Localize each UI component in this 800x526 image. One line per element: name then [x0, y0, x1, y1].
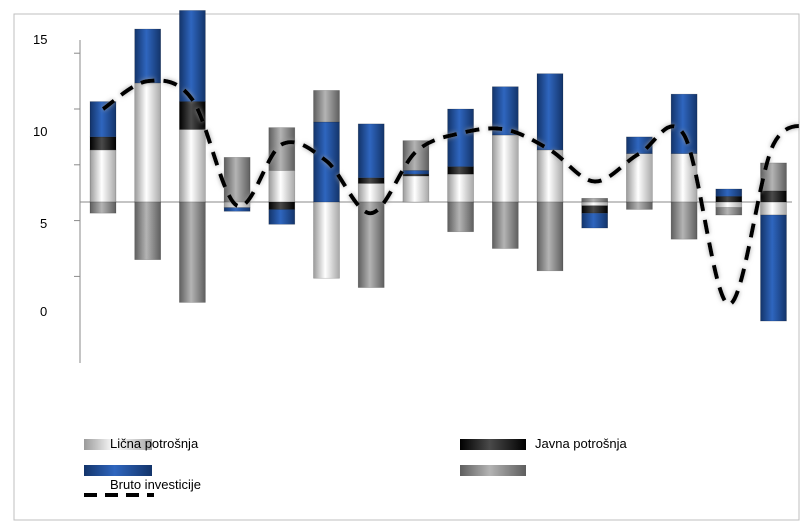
y-tick-label: 0: [40, 304, 47, 319]
bar-neto-izvoz-9: [447, 201, 474, 233]
bar-bruto-investicije-9: [447, 108, 474, 167]
bar-li-na-potro-nja-1: [89, 149, 117, 203]
bar-javna-potro-nja-15: [715, 196, 743, 203]
legend: Lična potrošnja Javna potrošnja Bruto in…: [84, 436, 628, 497]
bar-li-na-potro-nja-10: [491, 134, 519, 203]
bar-neto-izvoz-6: [313, 90, 340, 123]
bar-neto-izvoz-12: [581, 197, 609, 203]
bar-bruto-investicije-13: [626, 136, 653, 154]
bar-javna-potro-nja-9: [447, 166, 474, 175]
y-tick-label: 15: [33, 32, 47, 47]
bar-li-na-potro-nja-8: [402, 175, 430, 203]
chart-frame: [13, 13, 800, 521]
bar-neto-izvoz-14: [670, 201, 698, 240]
bar-bruto-investicije-2: [134, 28, 161, 84]
bar-bruto-investicije-14: [670, 93, 698, 154]
bar-neto-izvoz-3: [179, 201, 206, 303]
bar-li-na-potro-nja-2: [134, 82, 161, 203]
bar-li-na-potro-nja-12: [581, 201, 609, 207]
line-series-bdp: [101, 78, 800, 307]
bar-javna-potro-nja-5: [268, 201, 296, 210]
bar-neto-izvoz-15: [715, 207, 743, 216]
y-tick-label: 5: [40, 216, 47, 231]
legend-swatch-javna-potrosnja: [460, 439, 526, 450]
bar-neto-izvoz-5: [268, 127, 296, 171]
bars: [89, 10, 787, 322]
bar-bruto-investicije-10: [491, 86, 519, 136]
bar-neto-izvoz-4: [223, 157, 251, 203]
bar-javna-potro-nja-16: [760, 190, 787, 203]
bar-neto-izvoz-11: [536, 201, 564, 272]
bar-neto-izvoz-13: [626, 201, 653, 210]
bar-li-na-potro-nja-3: [179, 129, 206, 203]
legend-label-javna-potrosnja: Javna potrošnja: [535, 436, 628, 451]
bar-li-na-potro-nja-9: [447, 173, 474, 203]
bar-bruto-investicije-7: [357, 123, 385, 179]
bar-bruto-investicije-16: [760, 214, 787, 322]
y-ticks: [74, 52, 80, 277]
bar-javna-potro-nja-12: [581, 205, 609, 214]
legend-swatch-licna-potrosnja: [84, 439, 152, 450]
legend-label-bruto-investicije: Bruto investicije: [110, 477, 201, 492]
bar-javna-potro-nja-1: [89, 136, 117, 151]
bar-li-na-potro-nja-7: [357, 183, 385, 203]
bar-bruto-investicije-4: [223, 207, 251, 212]
legend-swatch-bruto-investicije: [84, 465, 152, 476]
bar-bruto-investicije-8: [402, 170, 430, 175]
bar-li-na-potro-nja-16: [760, 201, 787, 216]
bar-javna-potro-nja-7: [357, 177, 385, 184]
bar-neto-izvoz-2: [134, 201, 161, 260]
line-layer: [101, 78, 800, 307]
bar-bruto-investicije-11: [536, 73, 564, 151]
bar-bruto-investicije-5: [268, 209, 296, 225]
bar-li-na-potro-nja-15: [715, 201, 743, 208]
bar-li-na-potro-nja-5: [268, 170, 296, 203]
bar-bruto-investicije-3: [179, 10, 206, 102]
bar-li-na-potro-nja-6: [313, 201, 340, 279]
legend-swatch-neto-izvoz: [460, 465, 526, 476]
bar-neto-izvoz-1: [89, 201, 117, 214]
bar-neto-izvoz-7: [357, 201, 385, 288]
bar-bruto-investicije-15: [715, 188, 743, 197]
y-tick-label: 10: [33, 124, 47, 139]
bar-neto-izvoz-10: [491, 201, 519, 249]
legend-label-licna-potrosnja: Lična potrošnja: [110, 436, 199, 451]
bar-bruto-investicije-12: [581, 212, 609, 229]
